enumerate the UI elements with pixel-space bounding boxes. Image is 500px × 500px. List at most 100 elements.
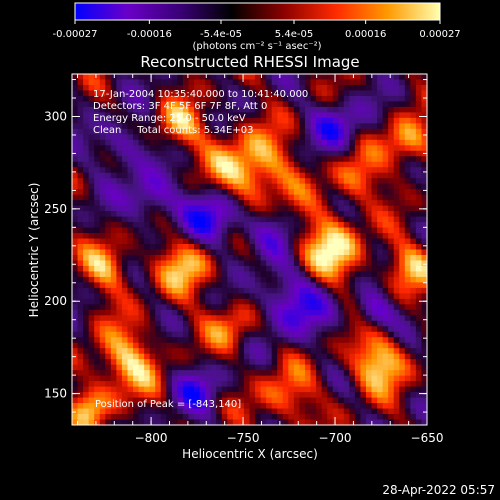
heatmap-cell	[393, 194, 400, 201]
heatmap-cell	[188, 84, 195, 92]
heatmap-cell	[310, 348, 317, 355]
heatmap-cell	[310, 370, 317, 377]
heatmap-cell	[72, 211, 79, 218]
heatmap-cell	[116, 381, 123, 388]
heatmap-cell	[194, 337, 201, 344]
heatmap-cell	[177, 216, 184, 223]
heatmap-cell	[210, 320, 217, 327]
heatmap-cell	[404, 112, 411, 119]
heatmap-cell	[299, 265, 306, 273]
heatmap-cell	[188, 238, 195, 245]
heatmap-cell	[99, 298, 106, 305]
heatmap-cell	[238, 254, 245, 262]
heatmap-cell	[127, 156, 134, 163]
heatmap-cell	[377, 282, 384, 289]
heatmap-cell	[327, 260, 334, 267]
heatmap-cell	[365, 161, 373, 168]
heatmap-cell	[149, 381, 156, 388]
heatmap-cell	[77, 282, 84, 289]
heatmap-cell	[343, 134, 350, 141]
heatmap-cell	[127, 298, 134, 305]
heatmap-cell	[316, 293, 323, 300]
heatmap-cell	[399, 150, 406, 157]
heatmap-cell	[338, 194, 345, 201]
heatmap-cell	[299, 370, 306, 377]
heatmap-cell	[133, 304, 140, 311]
heatmap-cell	[243, 375, 251, 382]
heatmap-cell	[332, 106, 339, 113]
heatmap-cell	[144, 375, 151, 382]
heatmap-cell	[399, 183, 406, 190]
heatmap-cell	[238, 222, 245, 229]
heatmap-cell	[316, 244, 323, 251]
heatmap-cell	[99, 233, 106, 240]
heatmap-cell	[210, 79, 217, 86]
heatmap-cell	[421, 282, 427, 289]
heatmap-cell	[232, 276, 240, 283]
heatmap-cell	[249, 364, 256, 371]
heatmap-cell	[221, 397, 228, 404]
heatmap-cell	[388, 298, 395, 305]
heatmap-cell	[199, 392, 206, 399]
heatmap-cell	[349, 370, 356, 377]
heatmap-cell	[177, 342, 184, 349]
heatmap-cell	[232, 145, 240, 152]
heatmap-cell	[304, 271, 312, 278]
heatmap-cell	[227, 293, 234, 300]
heatmap-cell	[88, 95, 95, 103]
heatmap-cell	[399, 348, 406, 355]
heatmap-cell	[94, 359, 101, 366]
heatmap-cell	[288, 293, 295, 300]
heatmap-cell	[144, 123, 151, 130]
heatmap-cell	[332, 200, 339, 207]
heatmap-cell	[277, 238, 284, 245]
heatmap-cell	[266, 134, 273, 141]
heatmap-cell	[88, 331, 95, 338]
heatmap-cell	[410, 156, 417, 163]
heatmap-cell	[83, 326, 90, 333]
heatmap-cell	[205, 364, 212, 371]
heatmap-cell	[138, 364, 145, 371]
heatmap-cell	[77, 414, 84, 421]
heatmap-cell	[210, 315, 217, 322]
heatmap-cell	[249, 260, 256, 267]
heatmap-cell	[304, 123, 312, 130]
heatmap-cell	[304, 419, 312, 425]
heatmap-cell	[343, 359, 350, 366]
heatmap-cell	[382, 200, 389, 207]
heatmap-cell	[349, 95, 356, 103]
heatmap-cell	[371, 265, 378, 273]
heatmap-cell	[410, 139, 417, 146]
heatmap-cell	[160, 326, 167, 333]
heatmap-cell	[116, 117, 123, 124]
heatmap-cell	[205, 128, 212, 135]
heatmap-cell	[171, 117, 178, 124]
heatmap-cell	[210, 156, 217, 163]
heatmap-cell	[121, 189, 129, 196]
heatmap-cell	[127, 293, 134, 300]
heatmap-cell	[399, 194, 406, 201]
heatmap-cell	[221, 161, 228, 168]
heatmap-cell	[260, 348, 267, 355]
heatmap-cell	[282, 265, 289, 273]
heatmap-cell	[199, 271, 206, 278]
heatmap-cell	[410, 320, 417, 327]
heatmap-cell	[210, 348, 217, 355]
heatmap-cell	[327, 359, 334, 366]
heatmap-cell	[177, 172, 184, 179]
heatmap-cell	[221, 222, 228, 229]
heatmap-cell	[360, 84, 367, 92]
heatmap-cell	[255, 117, 262, 124]
heatmap-cell	[338, 353, 345, 360]
heatmap-cell	[404, 342, 411, 349]
heatmap-cell	[293, 74, 301, 81]
heatmap-cell	[127, 260, 134, 267]
heatmap-cell	[94, 227, 101, 234]
heatmap-cell	[415, 359, 423, 366]
heatmap-cell	[266, 150, 273, 157]
heatmap-cell	[88, 249, 95, 256]
heatmap-cell	[171, 205, 178, 212]
heatmap-cell	[88, 211, 95, 218]
heatmap-cell	[160, 211, 167, 218]
heatmap-cell	[304, 117, 312, 124]
